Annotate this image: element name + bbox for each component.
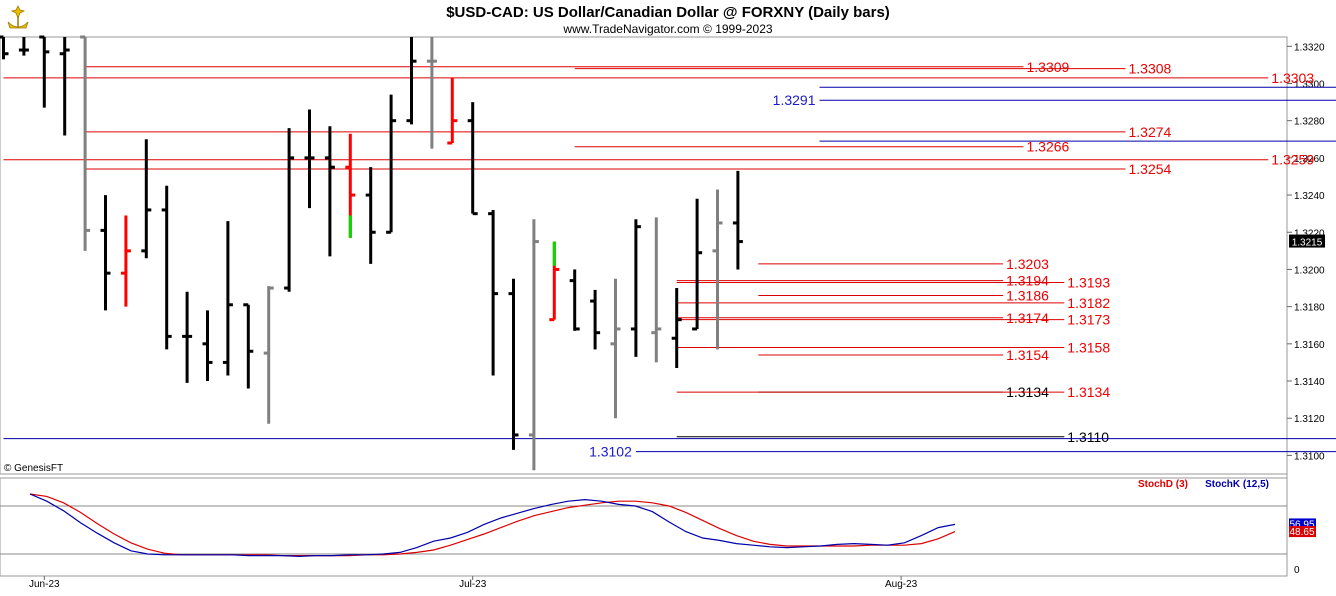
- price-tick-label: 1.3200: [1294, 265, 1325, 276]
- x-tick-label: Jul-23: [459, 579, 487, 590]
- x-tick-label: Jun-23: [29, 579, 60, 590]
- stoch-axis: 0: [1294, 565, 1300, 576]
- legend-stochd: StochD (3): [1138, 479, 1188, 490]
- level-label: 1.3266: [1027, 139, 1070, 155]
- stochd-last-value: 48.65: [1289, 527, 1314, 538]
- price-tick-label: 1.3120: [1294, 414, 1325, 425]
- price-tick-label: 1.3240: [1294, 191, 1325, 202]
- legend-stochk: StochK (12,5): [1205, 479, 1269, 490]
- level-label: 1.3186: [1006, 287, 1049, 303]
- level-label: 1.3274: [1129, 124, 1172, 140]
- level-label: 1.3102: [589, 444, 632, 460]
- price-tick-label: 1.3140: [1294, 377, 1325, 388]
- level-label: 1.3110: [1067, 429, 1109, 445]
- chart-title: $USD-CAD: US Dollar/Canadian Dollar @ FO…: [446, 4, 890, 21]
- price-tick-label: 1.3180: [1294, 303, 1325, 314]
- level-label: 1.3194: [1006, 273, 1049, 289]
- level-label: 1.3309: [1027, 59, 1070, 75]
- level-label: 1.3291: [773, 92, 816, 108]
- level-label: 1.3203: [1006, 256, 1049, 272]
- price-tick-label: 1.3280: [1294, 117, 1325, 128]
- level-label: 1.3259: [1271, 152, 1314, 168]
- last-price-label: 1.3215: [1292, 238, 1323, 249]
- watermark: © GenesisFT: [4, 463, 63, 474]
- price-tick-label: 1.3100: [1294, 451, 1325, 462]
- level-label: 1.3134: [1067, 384, 1110, 400]
- level-label: 1.3193: [1067, 274, 1110, 290]
- price-tick-label: 1.3160: [1294, 340, 1325, 351]
- chart-subtitle: www.TradeNavigator.com © 1999-2023: [562, 22, 772, 36]
- level-label: 1.3154: [1006, 347, 1049, 363]
- level-label: 1.3308: [1129, 61, 1172, 77]
- level-label: 1.3174: [1006, 310, 1049, 326]
- price-tick-label: 1.3320: [1294, 42, 1325, 53]
- level-label: 1.3254: [1129, 161, 1172, 177]
- level-label: 1.3173: [1067, 312, 1110, 328]
- level-label: 1.3303: [1271, 70, 1314, 86]
- level-label: 1.3158: [1067, 340, 1110, 356]
- stoch-tick-label: 0: [1294, 565, 1300, 576]
- x-tick-label: Aug-23: [885, 579, 918, 590]
- last-price-tag: 1.3215: [1289, 235, 1325, 249]
- level-label: 1.3182: [1067, 295, 1110, 311]
- stoch-value-tags: 56.95 48.65: [1289, 518, 1316, 538]
